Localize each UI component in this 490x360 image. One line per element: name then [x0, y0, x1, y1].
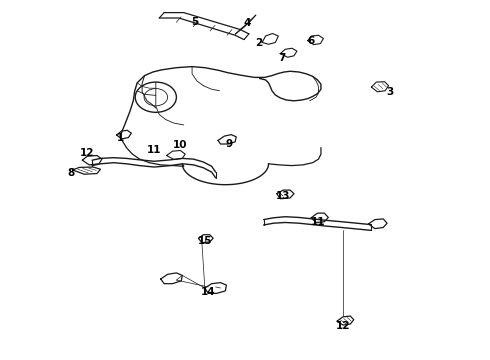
Text: 3: 3 — [386, 87, 393, 97]
Text: 7: 7 — [278, 53, 286, 63]
Text: 8: 8 — [68, 168, 74, 178]
Text: 13: 13 — [276, 191, 291, 201]
Text: 2: 2 — [255, 38, 262, 48]
Text: 9: 9 — [226, 139, 233, 149]
Text: 14: 14 — [201, 287, 216, 297]
Text: 6: 6 — [308, 36, 315, 46]
Text: 12: 12 — [336, 321, 350, 331]
Text: 10: 10 — [173, 140, 188, 150]
Text: 15: 15 — [197, 236, 212, 246]
Text: 12: 12 — [80, 148, 95, 158]
Text: 11: 11 — [147, 145, 162, 156]
Text: 4: 4 — [244, 18, 251, 28]
Text: 11: 11 — [311, 217, 326, 228]
Text: 5: 5 — [192, 17, 198, 27]
Text: 1: 1 — [117, 132, 123, 143]
